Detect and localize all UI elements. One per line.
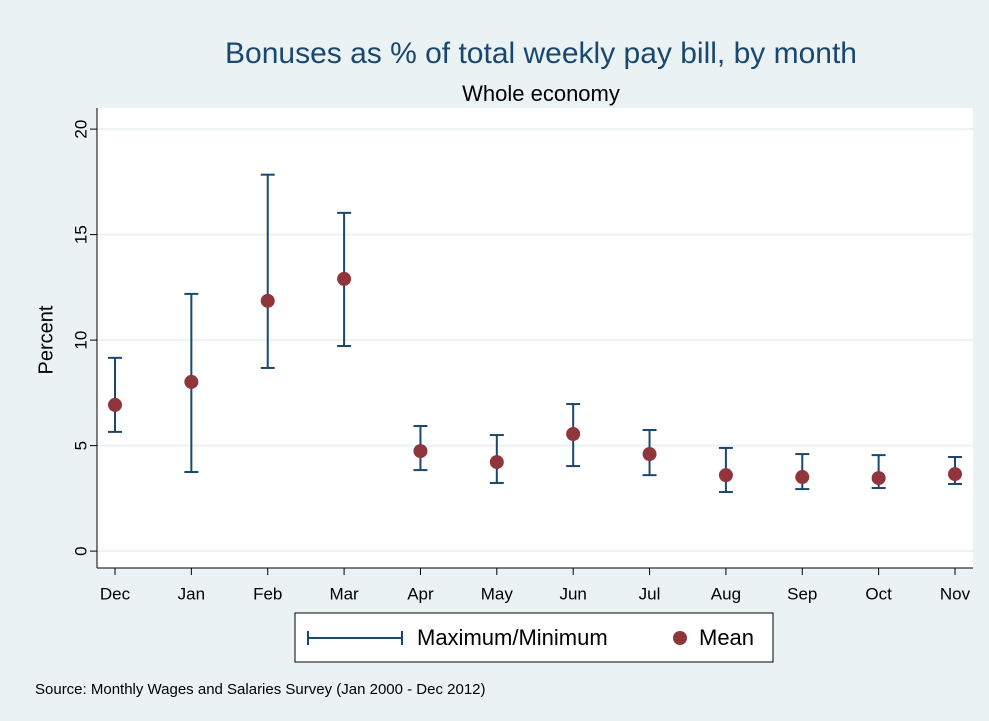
x-tick-label: Jan (178, 584, 205, 603)
y-tick-label: 5 (71, 441, 90, 450)
x-tick-label: Apr (407, 584, 434, 603)
x-tick-label: Aug (711, 584, 741, 603)
mean-dot (260, 293, 275, 308)
mean-dot (337, 271, 352, 286)
x-tick-label: Mar (329, 584, 359, 603)
x-tick-label: May (481, 584, 514, 603)
y-tick-label: 15 (71, 225, 90, 244)
x-tick-label: Dec (100, 584, 131, 603)
plot-area (97, 108, 973, 568)
chart-subtitle: Whole economy (462, 81, 620, 106)
x-tick-label: Nov (940, 584, 971, 603)
x-tick-label: Sep (787, 584, 817, 603)
mean-dot (413, 444, 428, 459)
mean-dot (566, 427, 581, 442)
mean-dot (184, 374, 199, 389)
x-tick-label: Jun (559, 584, 586, 603)
mean-dot (489, 455, 504, 470)
y-tick-label: 10 (71, 331, 90, 350)
mean-dot (642, 447, 657, 462)
chart-title: Bonuses as % of total weekly pay bill, b… (225, 37, 857, 70)
note: Source: Monthly Wages and Salaries Surve… (35, 681, 486, 698)
mean-dot (948, 467, 962, 482)
y-axis-label: Percent (35, 305, 57, 374)
legend-label: Mean (699, 625, 754, 650)
mean-dot (108, 397, 122, 412)
y-tick-label: 0 (71, 546, 90, 555)
y-tick-label: 20 (71, 120, 90, 139)
x-tick-label: Jul (639, 584, 661, 603)
mean-dot (795, 470, 810, 485)
legend-label: Maximum/Minimum (417, 625, 608, 650)
legend-mean-icon (673, 631, 687, 645)
mean-dot (718, 468, 733, 483)
mean-dot (871, 471, 886, 486)
x-tick-label: Feb (253, 584, 282, 603)
x-tick-label: Oct (865, 584, 892, 603)
